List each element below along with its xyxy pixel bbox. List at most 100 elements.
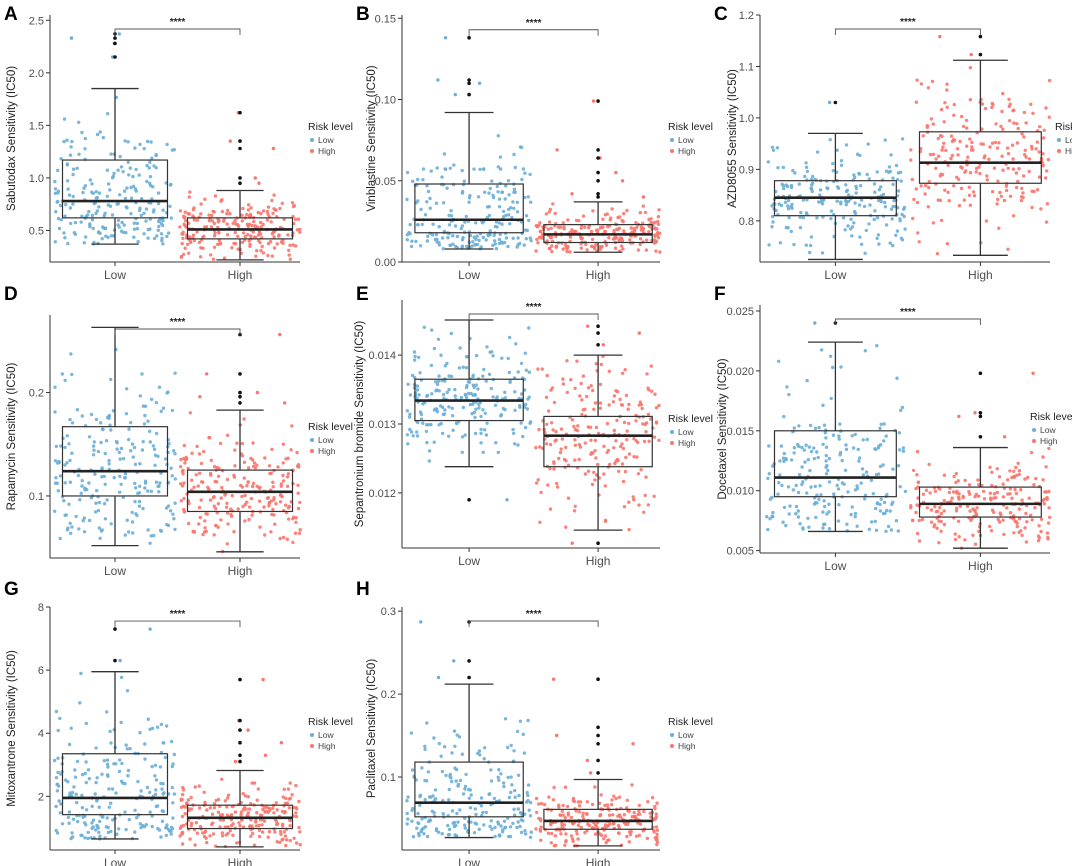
data-point: [138, 731, 142, 735]
data-point: [807, 445, 812, 449]
significance-label: ****: [170, 609, 186, 620]
data-point: [988, 465, 992, 469]
data-point: [523, 402, 528, 407]
data-point: [1024, 540, 1029, 544]
data-point: [143, 486, 147, 490]
data-point: [434, 201, 439, 205]
data-point: [173, 501, 177, 505]
data-point: [500, 222, 504, 226]
data-point: [796, 515, 801, 519]
data-point: [585, 812, 589, 816]
data-point: [945, 82, 949, 86]
points-low: [405, 325, 533, 502]
data-point: [915, 200, 920, 205]
data-point: [105, 112, 110, 116]
data-point: [608, 462, 612, 467]
data-point: [142, 422, 147, 426]
legend-title: Risk level: [668, 716, 713, 728]
data-point: [506, 775, 510, 780]
data-point: [602, 472, 606, 476]
data-point: [118, 457, 122, 461]
legend-swatch-low: [1032, 428, 1036, 432]
data-point: [916, 231, 920, 235]
data-point: [806, 458, 810, 462]
data-point: [653, 234, 657, 239]
data-point: [69, 145, 73, 149]
data-point: [516, 443, 520, 447]
data-point: [839, 365, 843, 369]
data-point: [114, 762, 118, 766]
data-point: [815, 501, 819, 505]
data-point: [605, 421, 610, 426]
data-point: [84, 808, 89, 812]
data-point: [55, 782, 60, 786]
data-point: [129, 449, 133, 453]
data-point: [258, 240, 262, 245]
data-point: [952, 184, 956, 188]
data-point: [145, 179, 149, 184]
data-point: [281, 461, 285, 465]
data-point: [255, 811, 259, 815]
data-point: [804, 243, 808, 247]
data-point: [816, 455, 820, 460]
data-point: [855, 152, 860, 156]
data-point: [55, 789, 60, 793]
data-point: [564, 832, 568, 836]
data-point: [506, 244, 510, 249]
data-point: [900, 212, 904, 217]
data-point: [597, 801, 602, 805]
legend-swatch-high: [670, 441, 674, 445]
data-point: [65, 434, 70, 438]
data-point: [499, 413, 504, 417]
data-point: [125, 747, 129, 751]
x-tick-label: Low: [458, 856, 480, 866]
data-point: [181, 823, 186, 828]
legend-label-high: High: [1065, 146, 1072, 156]
data-point: [863, 349, 867, 353]
data-point: [808, 250, 812, 255]
data-point: [247, 214, 252, 218]
data-point: [68, 458, 72, 463]
data-point: [950, 153, 955, 158]
data-point: [560, 437, 564, 441]
data-point: [223, 799, 227, 803]
data-point: [899, 179, 903, 183]
data-point: [233, 242, 238, 246]
data-point: [625, 208, 629, 213]
data-point: [405, 822, 409, 826]
data-point: [624, 822, 628, 826]
data-point: [148, 727, 152, 731]
data-point: [526, 793, 530, 798]
data-point: [891, 176, 895, 180]
data-point: [915, 473, 919, 477]
data-point: [803, 174, 807, 179]
data-point: [929, 520, 934, 524]
data-point: [586, 425, 590, 429]
data-point: [881, 463, 885, 467]
data-point: [570, 418, 575, 422]
data-point: [203, 197, 207, 201]
data-point: [593, 438, 597, 443]
outlier-point: [238, 401, 242, 405]
data-point: [625, 429, 629, 433]
data-point: [792, 242, 796, 247]
data-point: [461, 792, 466, 796]
outlier-point: [596, 148, 600, 152]
data-point: [1008, 511, 1013, 515]
data-point: [144, 219, 148, 223]
data-point: [212, 465, 217, 469]
data-point: [266, 835, 270, 839]
data-point: [931, 152, 936, 157]
data-point: [484, 433, 489, 437]
data-point: [632, 498, 636, 502]
data-point: [527, 370, 532, 374]
data-point: [469, 793, 473, 797]
data-point: [550, 244, 554, 248]
data-point: [456, 784, 460, 788]
data-point: [143, 404, 148, 408]
data-point: [97, 805, 101, 809]
data-point: [441, 431, 445, 436]
data-point: [463, 220, 467, 224]
data-point: [243, 794, 248, 798]
data-point: [590, 482, 595, 487]
